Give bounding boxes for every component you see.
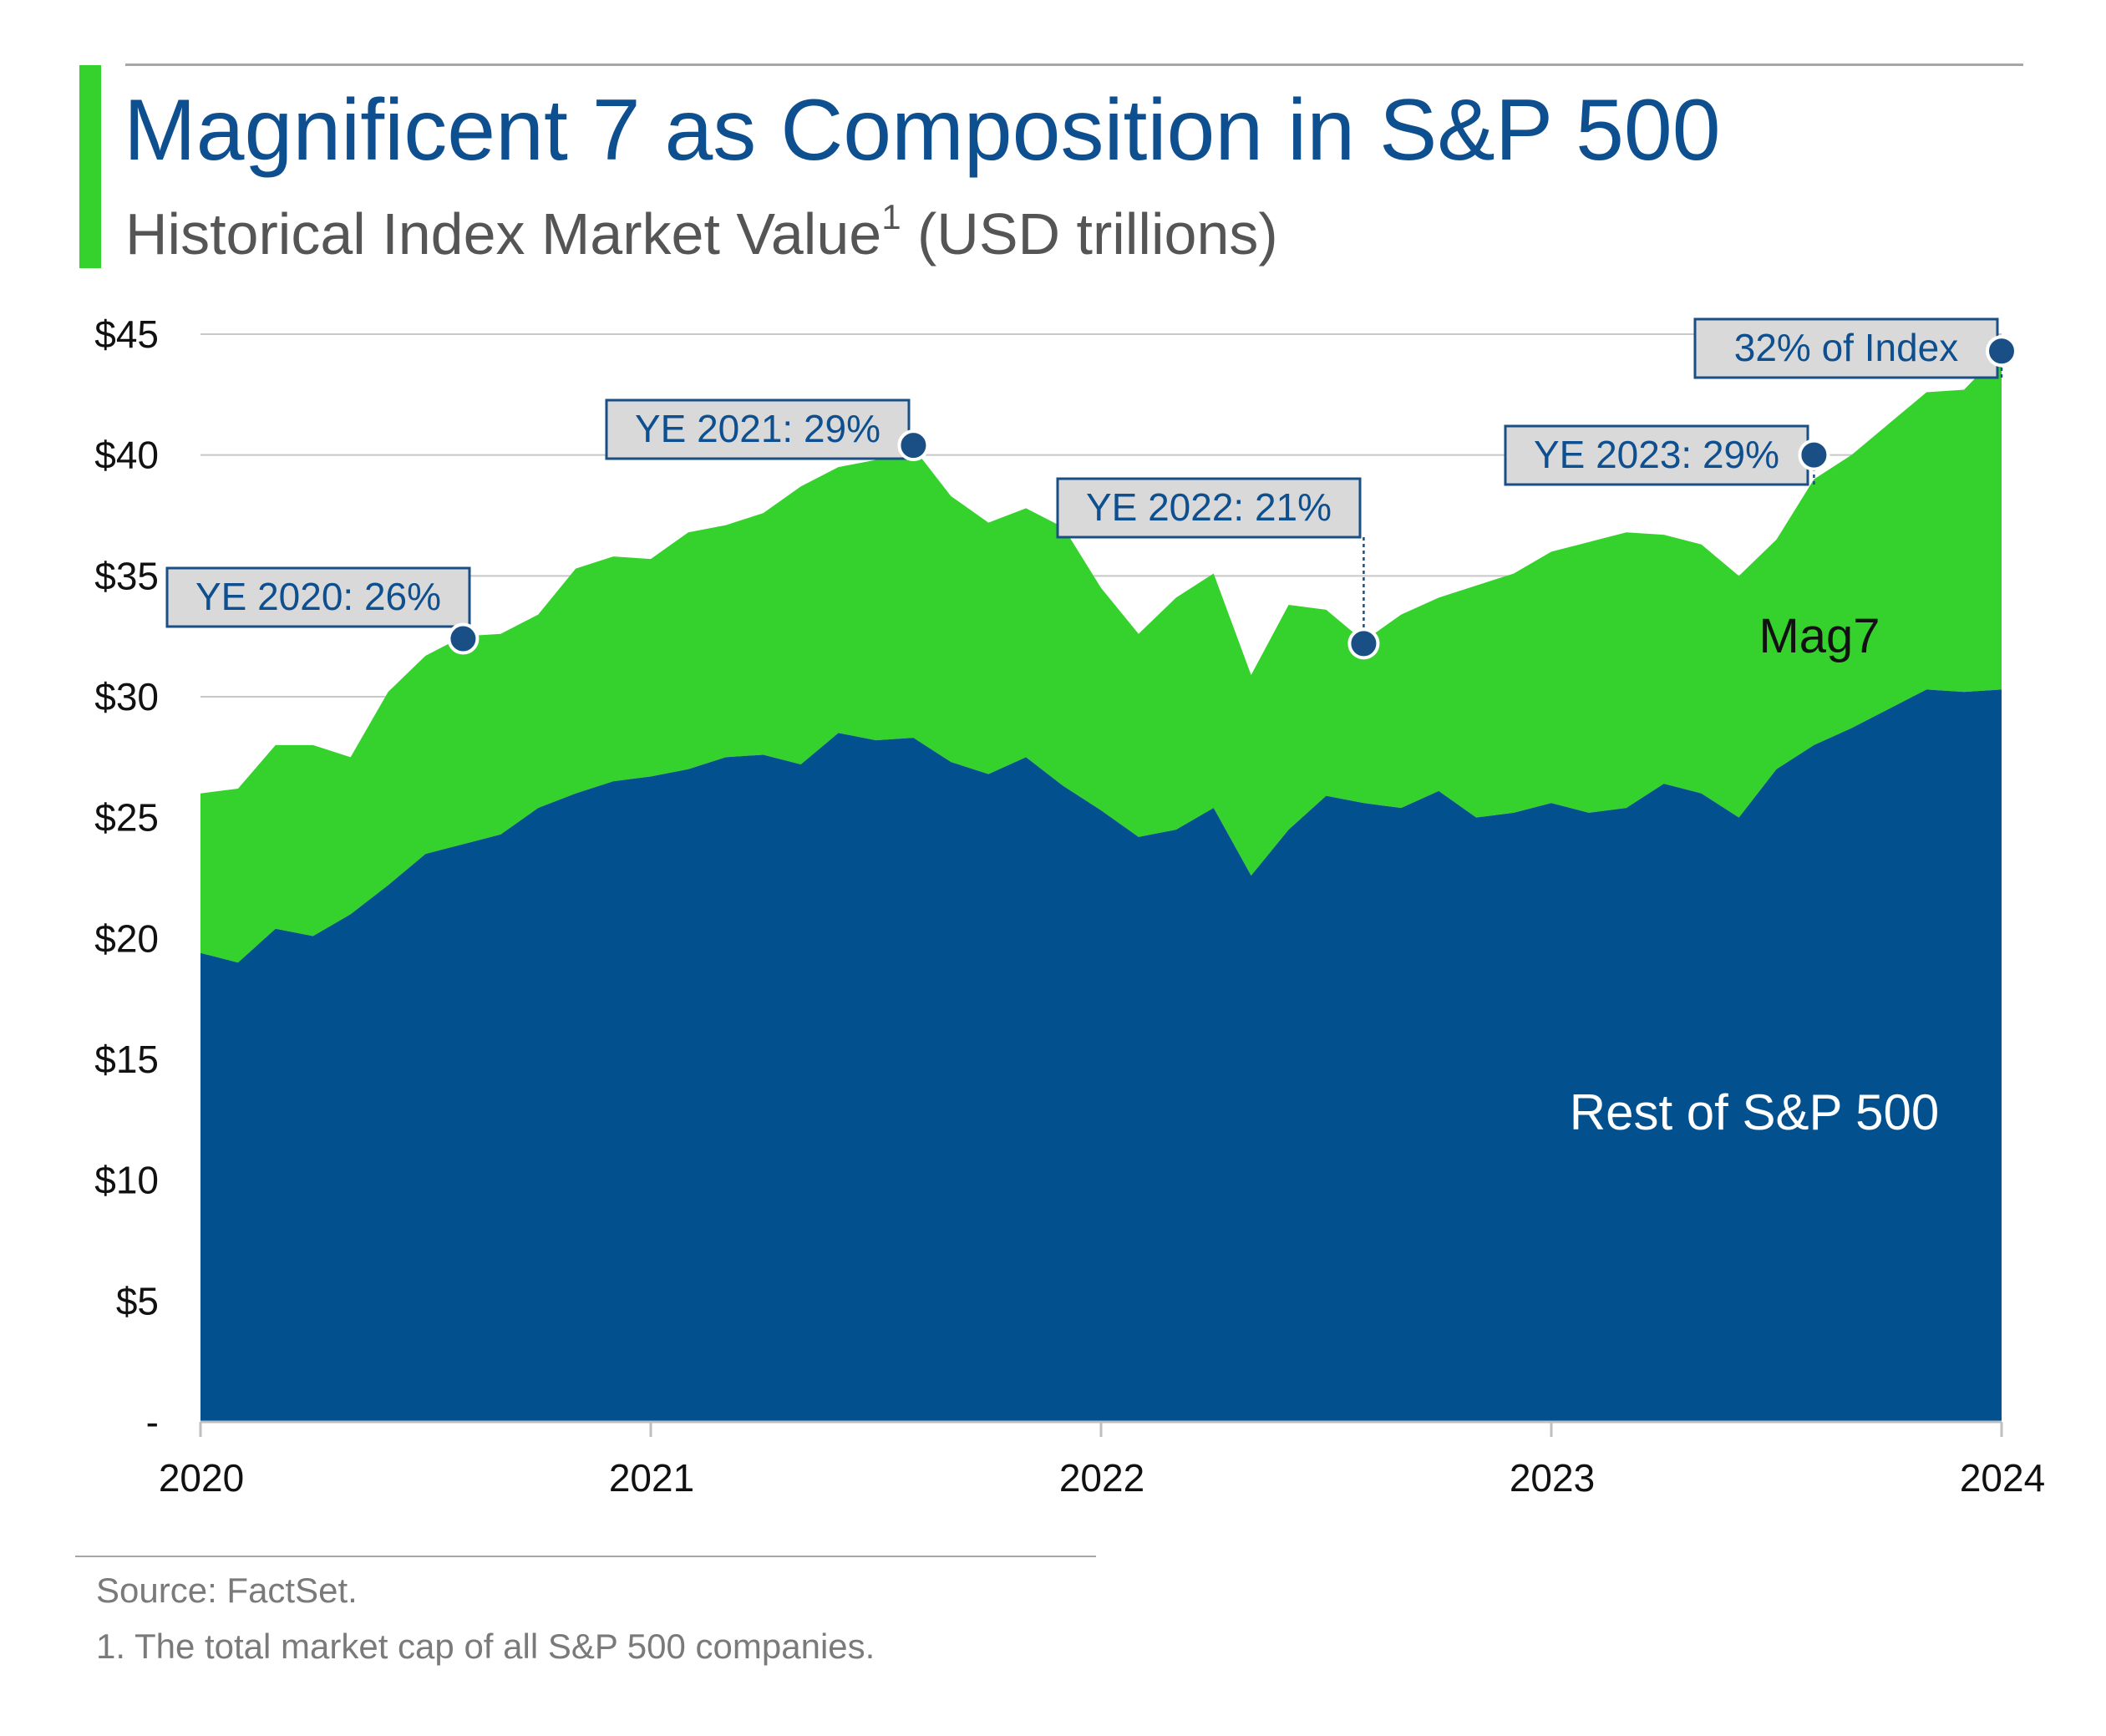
y-tick-label: $30 <box>94 675 159 718</box>
top-rule <box>125 63 2023 66</box>
subtitle-footnote-marker: 1 <box>881 197 901 236</box>
series-areas <box>200 351 2002 1422</box>
subtitle-text: Historical Index Market Value <box>125 201 882 266</box>
callout-marker <box>447 622 480 655</box>
callouts: YE 2020: 26% YE 2021: 29% YE 2022: 21% YE 2… <box>165 317 2017 660</box>
callout-marker <box>897 429 930 462</box>
callout-box <box>1056 477 1362 539</box>
callout-marker <box>1986 335 2017 368</box>
callout-label: YE 2020: 26% <box>195 575 441 618</box>
callout-box <box>1504 424 1809 486</box>
y-tick-label: $35 <box>94 554 159 597</box>
x-tick-label: 2020 <box>159 1456 244 1500</box>
callout-label: 32% of Index <box>1734 326 1959 369</box>
series-label: Mag7 <box>1758 609 1880 663</box>
x-tick-label: 2022 <box>1059 1456 1144 1500</box>
callout-marker <box>1347 627 1380 660</box>
y-tick-label: $20 <box>94 916 159 960</box>
y-tick-label: $45 <box>94 312 159 356</box>
series-label: Rest of S&P 500 <box>1570 1084 1940 1140</box>
y-tick-label: $40 <box>94 434 159 477</box>
y-tick-label: - <box>146 1400 159 1444</box>
callout-box <box>165 566 471 628</box>
series-labels: Mag7 Rest of S&P 500 <box>1570 609 1940 1140</box>
x-tick-label: 2023 <box>1510 1456 1595 1500</box>
mag7-area <box>200 351 2002 963</box>
callout-box <box>1693 317 1999 379</box>
y-tick-label: $25 <box>94 796 159 840</box>
x-tick-label: 2024 <box>1960 1456 2045 1500</box>
callout-box <box>605 398 911 460</box>
y-tick-label: $5 <box>116 1279 159 1322</box>
callout-label: YE 2023: 29% <box>1534 433 1779 476</box>
page-subtitle: Historical Index Market Value1 (USD tril… <box>125 200 1278 264</box>
subtitle-units: (USD trillions) <box>901 201 1278 266</box>
y-tick-label: $10 <box>94 1159 159 1202</box>
callout-label: YE 2022: 21% <box>1086 485 1332 529</box>
title-accent-bar <box>79 65 101 268</box>
footnote: 1. The total market cap of all S&P 500 c… <box>96 1627 875 1666</box>
callout-label: YE 2021: 29% <box>635 407 880 450</box>
footer-rule <box>75 1556 1096 1557</box>
x-tick-label: 2021 <box>609 1456 694 1500</box>
callout-marker <box>1798 439 1830 471</box>
y-tick-label: $15 <box>94 1038 159 1081</box>
source-note: Source: FactSet. <box>96 1571 358 1610</box>
rest-of-sp500-area <box>200 689 2002 1422</box>
page-title: Magnificent 7 as Composition in S&P 500 <box>124 82 1721 179</box>
axes: - $5 $10 $15 $20 $25 $30 $35 $40 $45 2020 2021 2022 2… <box>94 312 2045 1500</box>
